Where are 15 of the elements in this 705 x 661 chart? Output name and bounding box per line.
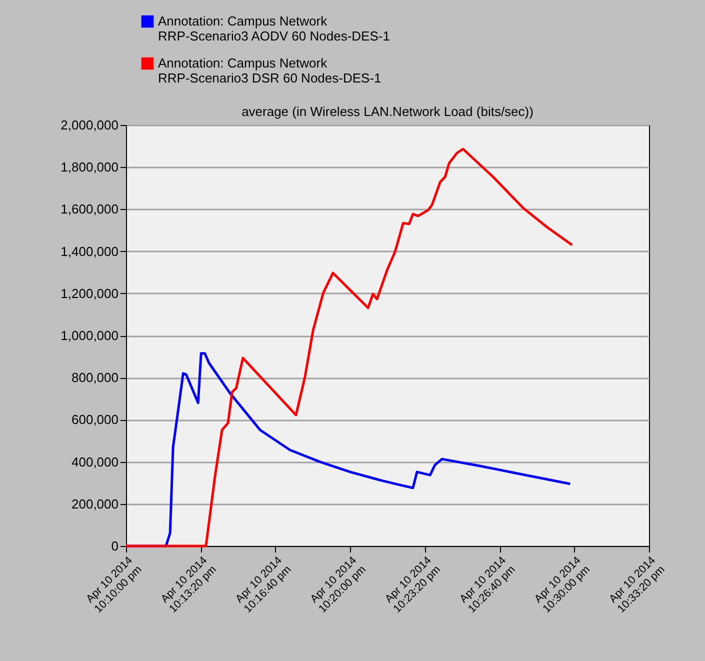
y-tick-label: 600,000 bbox=[72, 412, 118, 428]
y-tick-label: 800,000 bbox=[72, 370, 118, 386]
y-tick-label: 1,200,000 bbox=[60, 286, 118, 301]
chart-title: average (in Wireless LAN.Network Load (bits/sec)) bbox=[242, 104, 534, 119]
y-tick-label: 2,000,000 bbox=[60, 118, 118, 132]
y-tick-label: 1,400,000 bbox=[60, 244, 118, 259]
y-tick-label: 1,800,000 bbox=[60, 160, 118, 175]
y-tick-label: 400,000 bbox=[72, 454, 118, 470]
line-series bbox=[124, 148, 574, 548]
y-tick-label: 200,000 bbox=[72, 496, 118, 512]
y-tick-label: 1,600,000 bbox=[60, 202, 118, 217]
legend-label: Annotation: Campus Network RRP-Scenario3 DSR 60 Nodes-DES-1 bbox=[158, 56, 382, 86]
legend-label: Annotation: Campus Network RRP-Scenario3 AODV 60 Nodes-DES-1 bbox=[158, 14, 390, 44]
y-tick-label: 1,000,000 bbox=[60, 328, 118, 343]
y-tick-label: 0 bbox=[111, 538, 118, 554]
